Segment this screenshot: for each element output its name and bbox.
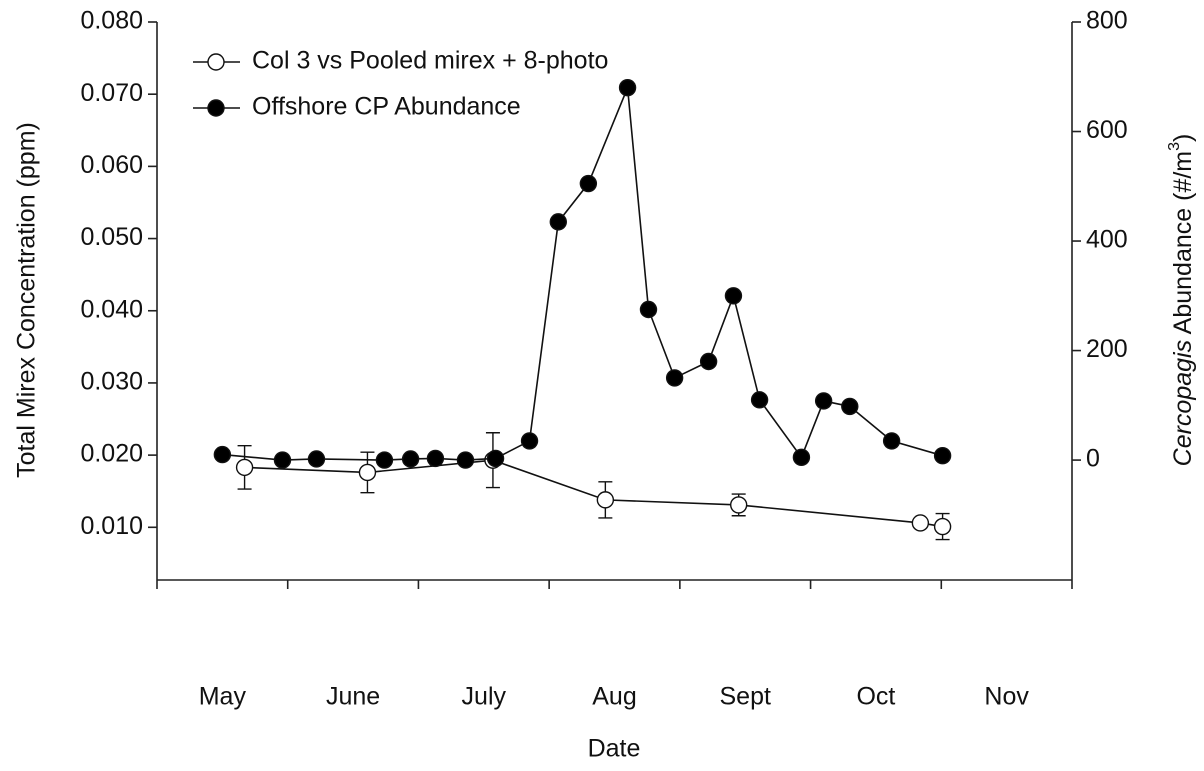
data-point [579, 174, 598, 193]
data-point [933, 446, 952, 465]
y-axis-title: Total Mirex Concentration (ppm) [13, 122, 41, 478]
y2-tick-label: 200 [1086, 335, 1128, 363]
y-tick-label: 0.010 [80, 512, 143, 540]
data-point [792, 448, 811, 467]
data-point [235, 458, 254, 477]
data-point [618, 79, 637, 97]
x-tick-label: Nov [984, 683, 1029, 711]
legend-label: Offshore CP Abundance [252, 93, 521, 121]
y-tick-label: 0.070 [80, 79, 143, 107]
data-point [426, 449, 445, 468]
y2-tick-label: 0 [1086, 445, 1100, 473]
y2-title-end: ) [1169, 134, 1197, 142]
data-point [814, 392, 833, 410]
data-point [596, 491, 615, 509]
y-tick-label: 0.080 [80, 7, 143, 35]
data-point [841, 397, 859, 416]
x-tick-label: Aug [592, 683, 636, 711]
y-tick-label: 0.060 [80, 151, 143, 179]
y-tick-label: 0.040 [80, 295, 143, 323]
x-axis-title: Date [588, 735, 641, 763]
y-tick-label: 0.030 [80, 368, 143, 396]
data-point [549, 213, 567, 231]
y-tick-label: 0.020 [80, 440, 143, 468]
y2-title-main: Abundance (#/m [1169, 151, 1197, 334]
legend-marker [207, 99, 225, 117]
x-tick-label: Oct [856, 683, 895, 711]
data-point [724, 287, 743, 305]
data-point [911, 514, 930, 532]
x-tick-label: Sept [719, 683, 770, 711]
x-tick-label: June [326, 683, 380, 711]
data-point [273, 451, 292, 469]
data-point [933, 517, 952, 536]
data-point [358, 463, 377, 482]
data-point [375, 451, 394, 469]
y2-tick-label: 600 [1086, 116, 1128, 144]
y2-tick-label: 800 [1086, 7, 1128, 35]
data-point [401, 450, 420, 468]
x-tick-label: May [199, 683, 247, 711]
data-point [456, 451, 475, 469]
data-point [213, 445, 232, 464]
legend-marker [207, 53, 225, 71]
data-point [520, 432, 539, 450]
data-point [882, 432, 901, 450]
y2-title-italic: Cercopagis [1169, 340, 1197, 466]
data-point [729, 496, 748, 514]
data-point [699, 352, 718, 371]
data-point [307, 450, 326, 468]
data-point [639, 300, 658, 319]
data-point [750, 391, 769, 409]
x-tick-label: July [462, 683, 507, 711]
y2-axis-title: Cercopagis Abundance (#/m3) [1166, 134, 1196, 467]
data-point [486, 449, 505, 468]
series-line [244, 459, 943, 528]
y-tick-label: 0.050 [80, 223, 143, 251]
series-line [222, 87, 943, 461]
data-point [665, 369, 684, 387]
y2-tick-label: 400 [1086, 226, 1128, 254]
legend-label: Col 3 vs Pooled mirex + 8-photo [252, 47, 608, 75]
y2-title-sup: 3 [1166, 142, 1183, 151]
